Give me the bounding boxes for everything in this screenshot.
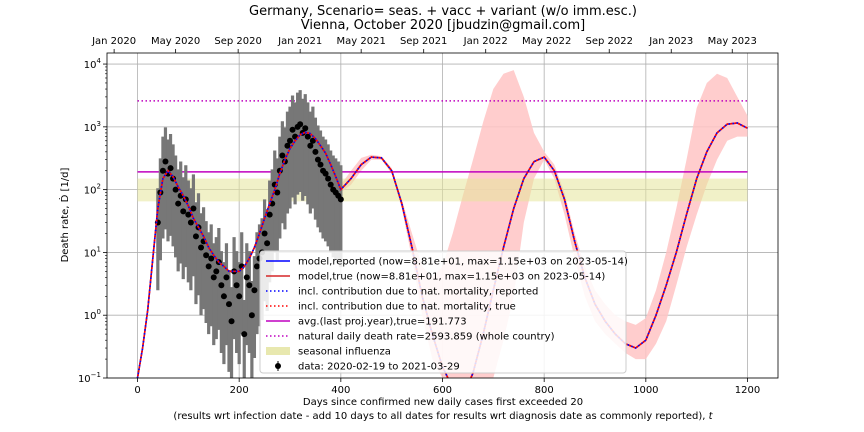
data-point [314,156,321,163]
data-point [264,240,271,247]
x-axis-label-line1: Days since confirmed new daily cases fir… [303,397,583,408]
data-point [284,142,291,149]
legend-box [259,250,627,374]
data-point [304,133,311,140]
top-date-axis: Jan 2020 May 2020 Sep 2020 Jan 2021 May 2021… [91,36,757,53]
x-tick-label: 1200 [735,385,760,396]
y-tick-label: 101 [84,245,101,259]
data-point [325,175,332,182]
top-tick-label: Sep 2021 [400,36,447,47]
top-tick-label: May 2022 [522,36,571,47]
legend-label: data: 2020-02-19 to 2021-03-29 [298,362,460,373]
data-point [317,161,324,168]
data-point [180,208,187,215]
x-tick-label: 200 [230,385,249,396]
data-point [223,274,230,281]
data-point [167,165,174,172]
x-axis: 0 200 400 600 800 1000 1200 [134,378,760,396]
data-point [243,274,250,281]
top-tick-label: Jan 2023 [648,36,693,47]
data-point [185,211,192,218]
legend-label: model,reported (now=8.81e+01, max=1.15e+… [298,257,628,268]
data-point [187,219,194,226]
y-tick-label: 104 [84,57,102,71]
data-point [309,137,316,144]
x-tick-label: 400 [331,385,350,396]
top-tick-label: Sep 2020 [214,36,261,47]
top-tick-label: Sep 2022 [585,36,632,47]
legend: model,reported (now=8.81e+01, max=1.15e+… [259,250,628,374]
data-point [287,137,293,144]
x-axis-label-line2: (results wrt infection date - add 10 day… [173,411,713,422]
x-tick-label: 800 [535,385,554,396]
data-point [297,121,304,128]
data-point [226,301,232,308]
data-point [205,263,212,270]
data-point [246,282,253,289]
data-point [289,126,296,133]
y-tick-label: 102 [84,183,101,197]
data-point [192,233,199,240]
legend-label: incl. contribution due to nat. mortality… [298,287,538,298]
data-point [198,244,205,251]
data-point [279,152,286,159]
data-point [208,255,215,262]
data-point [203,252,210,259]
data-point [266,211,273,218]
legend-label: seasonal influenza [298,347,391,358]
y-axis-label: Death rate, Ḋ [1/d] [58,167,71,262]
top-tick-label: May 2023 [708,36,757,47]
data-point [220,293,227,300]
x-tick-label: 600 [433,385,452,396]
data-point [228,318,235,325]
data-point [251,287,258,294]
x-axis-label-symbol: t [709,411,714,422]
legend-label: model,true (now=8.81e+01, max=1.15e+03 o… [298,272,605,283]
y-tick-label: 10−1 [78,371,101,385]
data-point [175,200,182,207]
legend-swatch [266,347,290,355]
x-tick-label: 0 [134,385,140,396]
legend-label: avg.(last proj.year),true=191.773 [298,317,467,328]
x-tick-label: 1000 [633,385,658,396]
legend-label: incl. contribution due to nat. mortality… [298,302,516,313]
top-tick-label: Jan 2021 [277,36,322,47]
data-point [261,230,268,237]
data-point [307,142,314,149]
legend-swatch [275,363,281,369]
data-point [322,170,329,177]
data-point [213,268,220,275]
data-point [162,158,169,165]
chart-title-line1: Germany, Scenario= seas. + vacc + varian… [249,4,637,19]
data-point [159,167,166,174]
y-tick-label: 100 [84,308,101,322]
data-point [210,274,217,281]
data-point [312,148,319,155]
legend-label: natural daily death rate=2593.859 (whole… [298,332,555,343]
data-point [236,293,243,300]
data-point [218,282,225,289]
seasonal-influenza-band [137,178,748,202]
data-point [274,189,281,196]
y-tick-label: 103 [84,120,101,134]
data-point [253,263,260,270]
chart-title-line2: Vienna, October 2020 [jbudzin@gmail.com] [301,18,585,33]
top-tick-label: Jan 2022 [463,36,508,47]
data-point [241,331,248,338]
data-point [248,312,255,319]
data-point [172,186,179,193]
top-tick-label: May 2020 [151,36,200,47]
data-point [302,125,309,132]
data-point [233,282,240,289]
data-point [190,205,197,212]
top-tick-label: May 2021 [337,36,386,47]
top-tick-label: Jan 2020 [91,36,136,47]
y-axis: 10−1 100 101 102 103 104 [78,57,107,385]
data-point [327,181,334,188]
x-axis-label-line2-text: (results wrt infection date - add 10 day… [173,411,708,422]
data-point [337,196,344,203]
